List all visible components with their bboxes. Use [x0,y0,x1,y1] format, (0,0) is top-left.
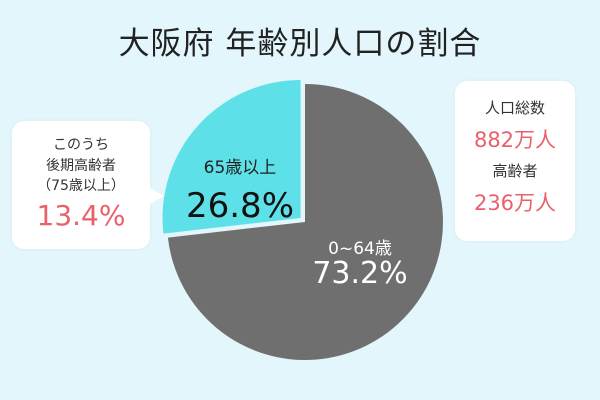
pie-slice-elderly [162,80,301,234]
elderly-population-label: 高齢者 [492,162,538,180]
callout-line-1: このうち [53,137,109,153]
pie-slice-young [167,84,444,360]
elderly-population-value: 236万人 [473,191,557,215]
late-elderly-callout: このうち 後期高齢者 （75歳以上） 13.4% [12,121,150,249]
slice-label-elderly: 65歳以上 [203,158,277,178]
total-population-label: 人口総数 [484,99,545,117]
callout-line-2: 後期高齢者 [46,158,116,174]
callout-pointer [148,187,164,205]
slice-label-young: 0~64歳 [328,239,392,259]
population-summary-card: 人口総数 882万人 高齢者 236万人 [455,81,575,241]
total-population-value: 882万人 [473,128,557,152]
slice-value-elderly: 26.8% [185,186,294,226]
late-elderly-percent: 13.4% [36,199,126,232]
chart-title: 大阪府 年齢別人口の割合 [118,26,482,62]
slice-value-young: 73.2% [312,256,408,291]
callout-line-3: （75歳以上） [37,178,125,194]
